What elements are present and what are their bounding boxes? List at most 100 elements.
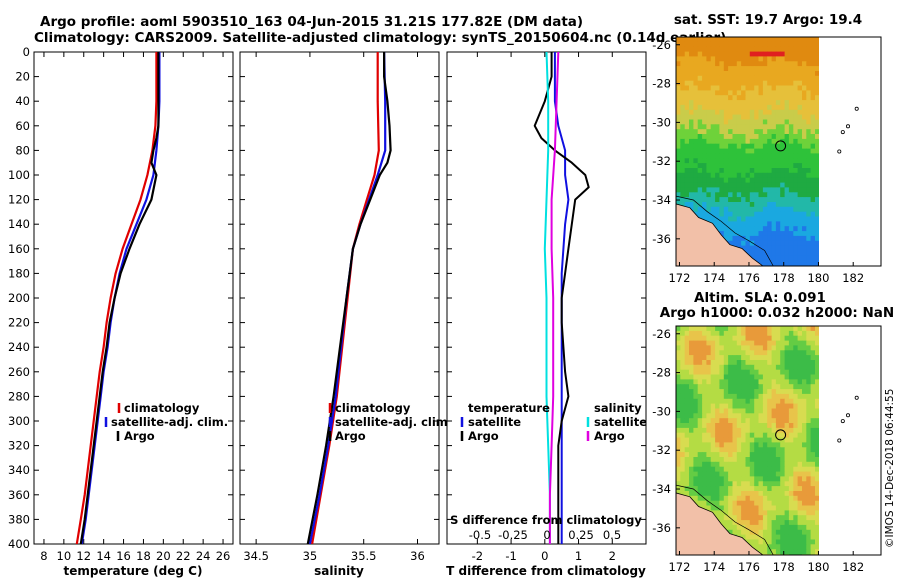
grid-cell <box>784 355 790 361</box>
grid-cell <box>771 85 777 91</box>
grid-cell <box>706 192 712 198</box>
depth-tick-label: 100 <box>8 168 30 182</box>
grid-cell <box>806 330 812 337</box>
grid-cell <box>784 335 790 342</box>
grid-cell <box>775 355 781 361</box>
grid-cell <box>771 216 777 222</box>
grid-cell <box>806 153 812 159</box>
grid-cell <box>788 148 794 154</box>
grid-cell <box>788 403 794 409</box>
lat-tick-label: -28 <box>652 366 671 380</box>
grid-cell <box>771 413 777 419</box>
grid-cell <box>684 379 690 385</box>
grid-cell <box>788 187 794 193</box>
grid-cell <box>736 56 742 62</box>
grid-cell <box>736 240 742 247</box>
grid-cell <box>788 182 794 188</box>
grid-cell <box>793 37 799 43</box>
grid-cell <box>784 495 790 502</box>
grid-cell <box>762 226 768 232</box>
grid-cell <box>788 350 794 356</box>
grid-cell <box>802 245 807 251</box>
grid-cell <box>728 211 733 218</box>
grid-cell <box>754 524 759 531</box>
grid-cell <box>719 398 725 405</box>
grid-cell <box>815 100 819 106</box>
grid-cell <box>697 423 703 429</box>
grid-cell <box>815 129 819 135</box>
grid-cell <box>802 95 807 101</box>
grid-cell <box>788 461 794 468</box>
grid-cell <box>797 413 803 419</box>
grid-cell <box>762 549 768 555</box>
grid-cell <box>719 432 725 439</box>
grid-cell <box>802 481 807 487</box>
grid-cell <box>728 520 733 526</box>
grid-cell <box>810 109 816 116</box>
grid-cell <box>697 335 703 342</box>
grid-cell <box>784 71 790 77</box>
grid-cell <box>745 100 751 106</box>
grid-cell <box>723 360 729 366</box>
x-tick-label: 16 <box>116 549 131 563</box>
grid-cell <box>732 153 738 159</box>
grid-cell <box>715 197 720 203</box>
grid-cell <box>732 61 738 67</box>
grid-cell <box>788 75 794 82</box>
depth-tick-label: 320 <box>8 439 30 453</box>
grid-cell <box>775 340 781 346</box>
grid-cell <box>689 427 694 434</box>
grid-cell <box>784 423 790 429</box>
grid-cell <box>689 90 694 96</box>
grid-cell <box>680 66 686 72</box>
grid-cell <box>719 447 725 453</box>
grid-cell <box>762 221 768 227</box>
grid-cell <box>745 85 751 91</box>
grid-cell <box>806 340 812 346</box>
grid-cell <box>684 423 690 429</box>
grid-cell <box>788 413 794 419</box>
depth-tick-label: 260 <box>8 365 30 379</box>
grid-cell <box>741 476 746 482</box>
grid-cell <box>758 75 764 82</box>
grid-cell <box>788 379 794 385</box>
grid-cell <box>728 461 733 468</box>
grid-cell <box>680 172 686 179</box>
grid-cell <box>749 143 755 150</box>
grid-cell <box>810 124 816 130</box>
grid-cell <box>749 226 755 232</box>
grid-cell <box>810 148 816 154</box>
grid-cell <box>780 529 785 536</box>
grid-cell <box>815 226 819 232</box>
grid-cell <box>702 471 707 477</box>
grid-cell <box>710 41 716 48</box>
grid-cell <box>775 134 781 140</box>
grid-cell <box>767 192 772 198</box>
grid-cell <box>676 46 681 53</box>
grid-cell <box>775 158 781 164</box>
grid-cell <box>780 206 785 213</box>
grid-cell <box>780 413 785 419</box>
grid-cell <box>702 505 707 511</box>
grid-cell <box>784 182 790 188</box>
grid-cell <box>810 221 816 227</box>
grid-cell <box>736 153 742 159</box>
grid-cell <box>719 216 725 222</box>
grid-cell <box>710 51 716 57</box>
grid-cell <box>797 466 803 473</box>
grid-cell <box>784 197 790 203</box>
grid-cell <box>745 442 751 448</box>
grid-cell <box>793 80 799 87</box>
grid-cell <box>684 350 690 356</box>
grid-cell <box>767 418 772 424</box>
grid-cell <box>697 452 703 458</box>
grid-cell <box>780 46 785 53</box>
grid-cell <box>710 476 716 482</box>
grid-cell <box>676 124 681 130</box>
grid-cell <box>741 104 746 111</box>
grid-cell <box>710 46 716 53</box>
grid-cell <box>754 461 759 468</box>
grid-cell <box>684 374 690 380</box>
grid-cell <box>806 163 812 169</box>
grid-cell <box>802 197 807 203</box>
